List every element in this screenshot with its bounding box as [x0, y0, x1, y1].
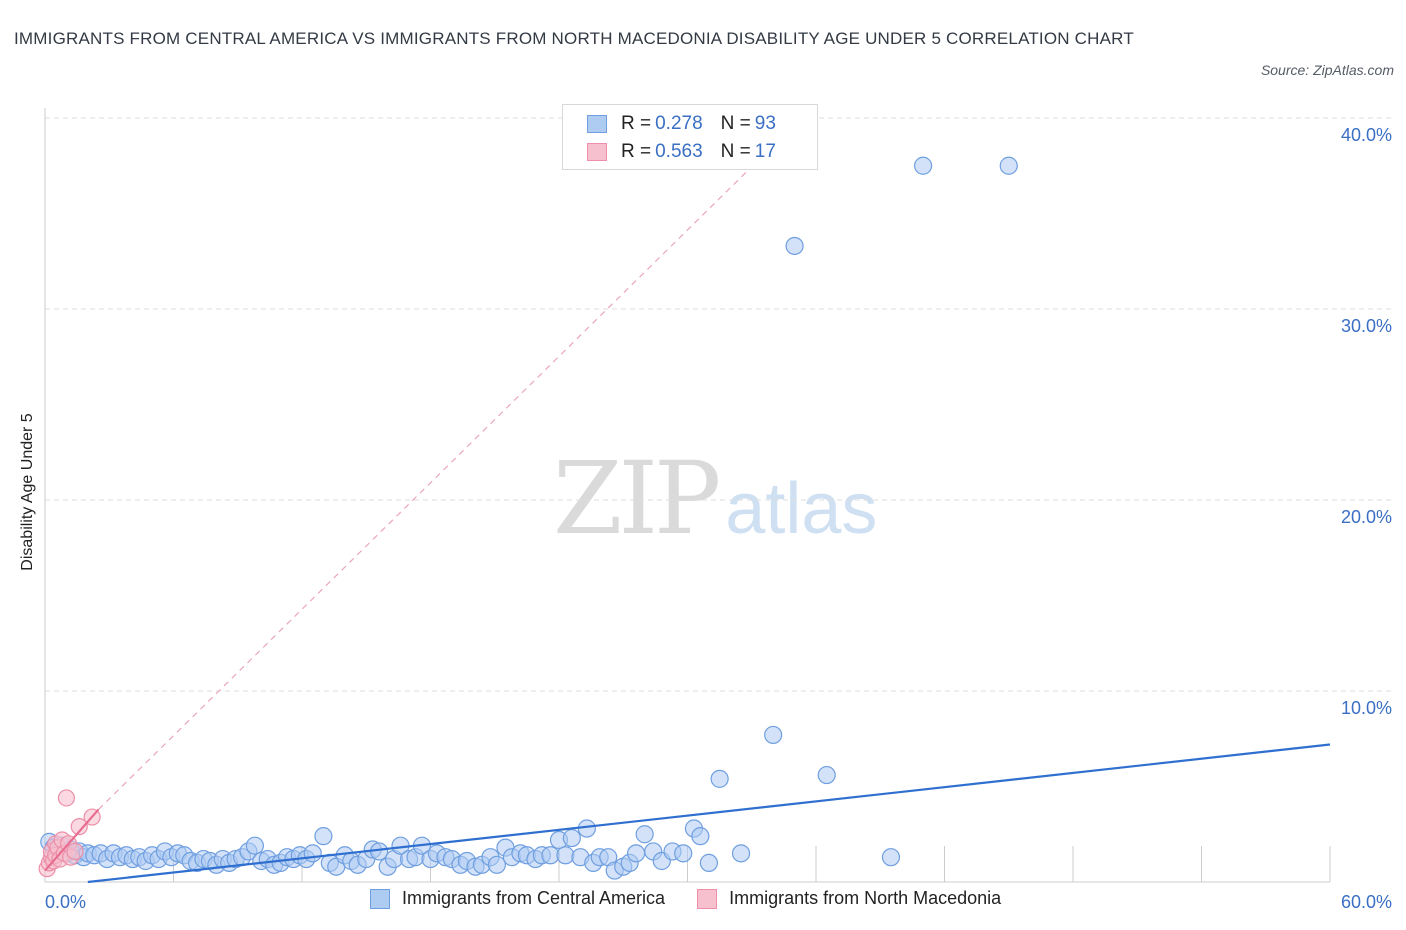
point-central-america — [303, 844, 322, 863]
point-central-america — [626, 844, 646, 863]
point-central-america — [999, 156, 1018, 175]
y-tick-label: 10.0% — [1341, 698, 1392, 718]
source-label: Source: ZipAtlas.com — [1260, 62, 1394, 78]
legend-n-value: 17 — [754, 141, 776, 162]
point-central-america — [314, 827, 333, 846]
point-central-america — [562, 828, 581, 848]
x-tick-label-max: 60.0% — [1341, 892, 1392, 912]
point-central-america — [817, 765, 836, 785]
point-central-america — [635, 825, 654, 844]
stats-legend: R = 0.278 N = 93 R = 0.563 N = 17 — [562, 104, 818, 170]
point-central-america — [245, 836, 264, 855]
chart-title: IMMIGRANTS FROM CENTRAL AMERICA VS IMMIG… — [14, 29, 1134, 48]
point-central-america — [785, 236, 804, 256]
point-central-america — [913, 156, 933, 175]
legend-r-label: R = — [621, 141, 652, 162]
point-north-macedonia — [66, 842, 84, 861]
legend-swatch-blue — [587, 115, 607, 133]
legend-r-label: R = — [621, 113, 652, 134]
point-central-america — [556, 846, 575, 865]
series-legend: Immigrants from Central America Immigran… — [370, 888, 1033, 909]
legend-n-label: N = — [720, 141, 751, 162]
legend-row-central-america: R = 0.278 N = 93 — [587, 112, 776, 136]
legend-n-label: N = — [720, 113, 751, 134]
legend-n-value: 93 — [754, 113, 776, 134]
series-swatch-pink — [697, 888, 718, 909]
legend-row-north-macedonia: R = 0.563 N = 17 — [587, 140, 776, 164]
y-tick-label: 20.0% — [1341, 507, 1392, 527]
series-legend-north-macedonia: Immigrants from North Macedonia — [697, 888, 1001, 909]
series-legend-central-america: Immigrants from Central America — [370, 888, 665, 909]
watermark: ZIP atlas — [553, 440, 877, 557]
point-central-america — [487, 855, 506, 874]
point-north-macedonia — [57, 789, 76, 807]
series-label-north-macedonia: Immigrants from North Macedonia — [729, 888, 1002, 908]
y-tick-label: 30.0% — [1341, 316, 1392, 336]
point-north-macedonia — [70, 818, 88, 836]
point-central-america — [691, 827, 710, 846]
point-central-america — [710, 769, 729, 788]
x-tick-label-min: 0.0% — [45, 892, 86, 912]
point-central-america — [674, 844, 693, 863]
trendline-central-america — [87, 743, 1331, 884]
series-label-central-america: Immigrants from Central America — [402, 888, 666, 908]
trendline-north-macedonia-extended — [98, 155, 763, 810]
trendline-north-macedonia — [44, 808, 100, 872]
legend-swatch-pink — [587, 143, 607, 161]
watermark-zip: ZIP — [553, 440, 721, 557]
point-central-america — [699, 853, 719, 873]
point-central-america — [764, 725, 783, 745]
legend-r-value: 0.563 — [655, 141, 703, 162]
legend-r-value: 0.278 — [655, 113, 703, 134]
series-swatch-blue — [370, 888, 390, 909]
watermark-atlas: atlas — [725, 469, 878, 549]
point-central-america — [731, 844, 751, 863]
y-tick-label: 40.0% — [1341, 125, 1392, 145]
point-central-america — [881, 848, 901, 867]
